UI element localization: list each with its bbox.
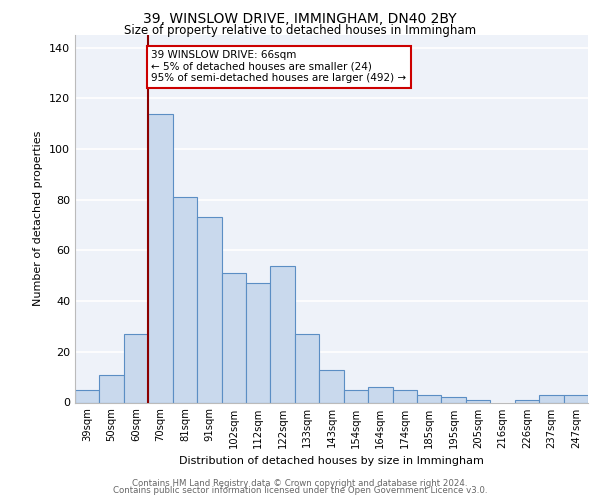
Text: Contains HM Land Registry data © Crown copyright and database right 2024.: Contains HM Land Registry data © Crown c… [132, 478, 468, 488]
Bar [197, 218, 221, 402]
Bar [124, 334, 148, 402]
Bar [466, 400, 490, 402]
Bar [75, 390, 100, 402]
Text: Contains public sector information licensed under the Open Government Licence v3: Contains public sector information licen… [113, 486, 487, 495]
Text: 39 WINSLOW DRIVE: 66sqm
← 5% of detached houses are smaller (24)
95% of semi-det: 39 WINSLOW DRIVE: 66sqm ← 5% of detached… [151, 50, 406, 84]
Text: 39, WINSLOW DRIVE, IMMINGHAM, DN40 2BY: 39, WINSLOW DRIVE, IMMINGHAM, DN40 2BY [143, 12, 457, 26]
Bar [368, 388, 392, 402]
Bar [173, 197, 197, 402]
Bar [246, 284, 271, 403]
Bar [100, 374, 124, 402]
Bar [515, 400, 539, 402]
Bar [344, 390, 368, 402]
Bar [148, 114, 173, 403]
Bar [295, 334, 319, 402]
Bar [417, 395, 442, 402]
Bar [392, 390, 417, 402]
X-axis label: Distribution of detached houses by size in Immingham: Distribution of detached houses by size … [179, 456, 484, 466]
Bar [563, 395, 588, 402]
Bar [319, 370, 344, 402]
Bar [539, 395, 563, 402]
Bar [271, 266, 295, 402]
Y-axis label: Number of detached properties: Number of detached properties [34, 131, 43, 306]
Bar [442, 398, 466, 402]
Bar [221, 273, 246, 402]
Text: Size of property relative to detached houses in Immingham: Size of property relative to detached ho… [124, 24, 476, 37]
